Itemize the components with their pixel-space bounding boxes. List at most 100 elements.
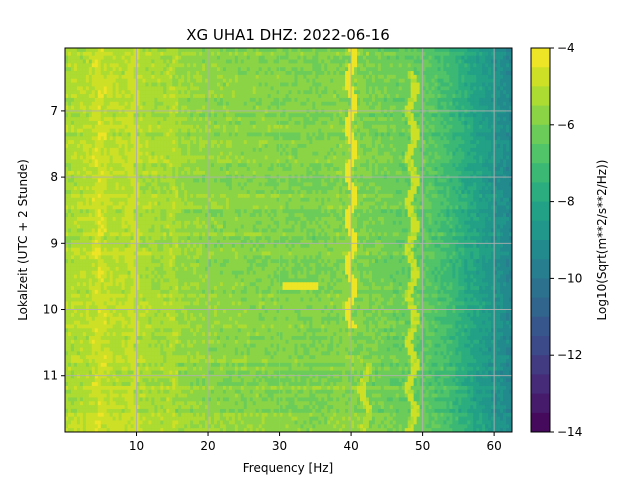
heatmap-cell [184,278,188,283]
heatmap-cell [109,178,114,183]
heatmap-cell [208,117,212,122]
heatmap-cell [175,293,179,299]
heatmap-cell [184,213,188,218]
heatmap-cell [172,339,176,345]
heatmap-cell [67,312,72,318]
heatmap-cell [199,309,203,314]
heatmap-cell [154,74,158,80]
heatmap-cell [196,282,200,287]
heatmap-cell [175,232,179,237]
heatmap-cell [100,401,105,406]
heatmap-cell [142,59,147,64]
heatmap-cell [199,266,203,272]
heatmap-cell [106,155,111,160]
heatmap-cell [187,151,191,157]
heatmap-cell [106,216,111,222]
heatmap-cell [202,393,206,399]
heatmap-cell [130,416,135,422]
heatmap-cell [208,209,212,214]
heatmap-cell [211,278,215,283]
heatmap-cell [97,420,102,425]
heatmap-cell [121,113,126,118]
heatmap-cell [118,178,123,183]
heatmap-cell [163,186,167,191]
heatmap-cell [118,232,123,237]
heatmap-cell [112,266,117,272]
heatmap-cell [169,328,173,333]
heatmap-cell [205,113,209,118]
heatmap-cell [73,167,78,172]
heatmap-cell [181,328,185,333]
heatmap-cell [172,362,176,368]
heatmap-cell [202,382,206,387]
heatmap-cell [154,101,158,107]
heatmap-cell [88,78,93,84]
heatmap-cell [79,428,84,432]
heatmap-cell [157,251,161,256]
heatmap-cell [148,124,153,130]
heatmap-cell [115,274,120,279]
heatmap-cell [79,412,84,418]
heatmap-cell [187,420,191,425]
heatmap-cell [67,355,72,360]
heatmap-cell [145,55,150,61]
heatmap-cell [142,397,147,402]
heatmap-cell [142,324,147,329]
heatmap-cell [184,201,188,207]
heatmap-cell [133,370,138,375]
heatmap-cell [112,393,117,399]
heatmap-cell [127,178,132,183]
heatmap-cell [124,351,129,356]
heatmap-cell [100,240,105,245]
heatmap-cell [202,428,206,432]
heatmap-cell [169,48,173,53]
heatmap-cell [97,117,102,122]
heatmap-cell [160,94,164,99]
heatmap-cell [148,362,153,368]
heatmap-cell [193,382,197,387]
heatmap-cell [91,216,96,222]
heatmap-cell [166,209,170,214]
heatmap-cell [67,216,72,222]
heatmap-cell [151,193,155,199]
heatmap-cell [208,397,212,402]
heatmap-cell [76,55,81,61]
heatmap-cell [166,86,170,91]
heatmap-cell [79,94,84,99]
heatmap-cell [154,336,158,341]
heatmap-cell [139,236,144,241]
heatmap-cell [166,48,170,53]
heatmap-cell [205,120,209,126]
heatmap-cell [151,382,155,387]
heatmap-cell [76,251,81,256]
heatmap-cell [73,336,78,341]
heatmap-cell [79,74,84,80]
heatmap-cell [205,228,209,233]
heatmap-cell [88,408,93,414]
heatmap-cell [175,82,179,87]
heatmap-cell [172,101,176,107]
heatmap-cell [67,82,72,87]
heatmap-cell [118,393,123,399]
heatmap-cell [166,309,170,314]
heatmap-cell [91,82,96,87]
heatmap-cell [202,170,206,176]
heatmap-cell [187,71,191,76]
heatmap-cell [139,147,144,153]
heatmap-cell [160,343,164,349]
heatmap-cell [133,282,138,287]
heatmap-cell [112,401,117,406]
heatmap-cell [175,362,179,368]
heatmap-cell [205,401,209,406]
heatmap-cell [136,270,141,276]
heatmap-cell [190,420,194,425]
heatmap-cell [196,48,200,53]
heatmap-cell [190,359,194,364]
heatmap-cell [208,132,212,137]
heatmap-cell [133,405,138,410]
heatmap-cell [172,78,176,84]
heatmap-cell [73,86,78,91]
heatmap-cell [118,255,123,260]
heatmap-cell [88,209,93,214]
heatmap-cell [124,216,129,222]
